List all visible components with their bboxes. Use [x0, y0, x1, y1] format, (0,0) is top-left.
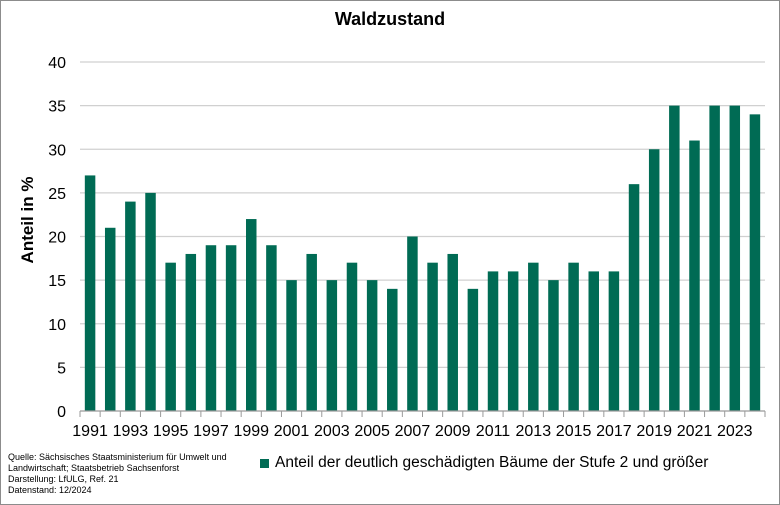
bar-2000 [266, 245, 277, 411]
bar-2002 [306, 253, 317, 411]
bar-2012 [507, 271, 519, 411]
bar-2016 [588, 271, 599, 411]
legend-swatch [260, 458, 269, 468]
x-tick-label: 1997 [193, 423, 229, 440]
bar-2009 [447, 253, 458, 411]
bar-2018 [628, 184, 640, 411]
x-tick-label: 2009 [435, 423, 471, 440]
y-tick-label: 35 [48, 99, 66, 116]
x-tick-label: 2011 [476, 423, 511, 440]
x-tick-label: 2001 [274, 423, 310, 440]
bar-2017 [608, 271, 620, 411]
bar-2010 [467, 288, 479, 411]
bar-1992 [104, 227, 116, 411]
bar-2015 [568, 262, 579, 411]
bar-1995 [165, 262, 176, 411]
source-line: Landwirtschaft; Staatsbetrieb Sachsenfor… [8, 463, 180, 473]
source-line: Datenstand: 12/2024 [8, 485, 92, 495]
bar-2023 [729, 105, 741, 411]
x-tick-label: 2003 [314, 423, 350, 440]
source-note: Quelle: Sächsisches Staatsministerium fü… [8, 452, 227, 496]
x-tick-label: 2023 [717, 423, 753, 440]
x-tick-label: 1993 [113, 423, 149, 440]
bar-1996 [185, 253, 197, 411]
x-tick-label: 1995 [153, 423, 189, 440]
y-tick-label: 20 [48, 230, 66, 247]
source-line: Quelle: Sächsisches Staatsministerium fü… [8, 452, 227, 462]
y-tick-label: 10 [48, 317, 66, 334]
y-tick-label: 5 [57, 360, 66, 377]
x-tick-label: 1991 [72, 423, 108, 440]
bar-1997 [205, 245, 217, 411]
bar-2013 [528, 262, 539, 411]
bar-2005 [366, 280, 378, 411]
bar-2008 [427, 262, 438, 411]
bar-1993 [125, 201, 136, 411]
y-tick-label: 0 [57, 404, 66, 421]
y-tick-label: 15 [48, 273, 66, 290]
legend: Anteil der deutlich geschädigten Bäume d… [260, 454, 708, 472]
legend-label: Anteil der deutlich geschädigten Bäume d… [275, 454, 709, 471]
y-tick-label: 25 [48, 186, 66, 203]
bar-2011 [487, 271, 499, 411]
x-tick-label: 2015 [556, 423, 592, 440]
bar-2020 [669, 105, 680, 411]
bar-2004 [346, 262, 358, 411]
bar-2021 [689, 140, 700, 411]
bar-2019 [648, 149, 660, 411]
y-tick-label: 30 [48, 142, 66, 159]
source-line: Darstellung: LfULG, Ref. 21 [8, 474, 119, 484]
x-tick-label: 2021 [677, 423, 713, 440]
x-tick-label: 2007 [395, 423, 431, 440]
bar-2003 [326, 280, 338, 411]
bar-2006 [387, 288, 398, 411]
x-tick-label: 2013 [516, 423, 552, 440]
bar-2022 [709, 105, 720, 411]
bar-2007 [407, 236, 418, 411]
x-tick-label: 1999 [233, 423, 269, 440]
bar-1994 [145, 192, 156, 411]
y-tick-label: 40 [48, 55, 66, 72]
x-tick-label: 2005 [354, 423, 390, 440]
chart-title: Waldzustand [334, 9, 446, 29]
bar-1998 [225, 245, 237, 411]
bar-2014 [548, 280, 559, 411]
x-tick-label: 2017 [596, 423, 632, 440]
x-tick-label: 2019 [636, 423, 672, 440]
bar-1991 [84, 175, 96, 411]
bar-2024 [749, 114, 761, 411]
bar-2001 [286, 280, 297, 411]
bar-1999 [246, 219, 257, 411]
